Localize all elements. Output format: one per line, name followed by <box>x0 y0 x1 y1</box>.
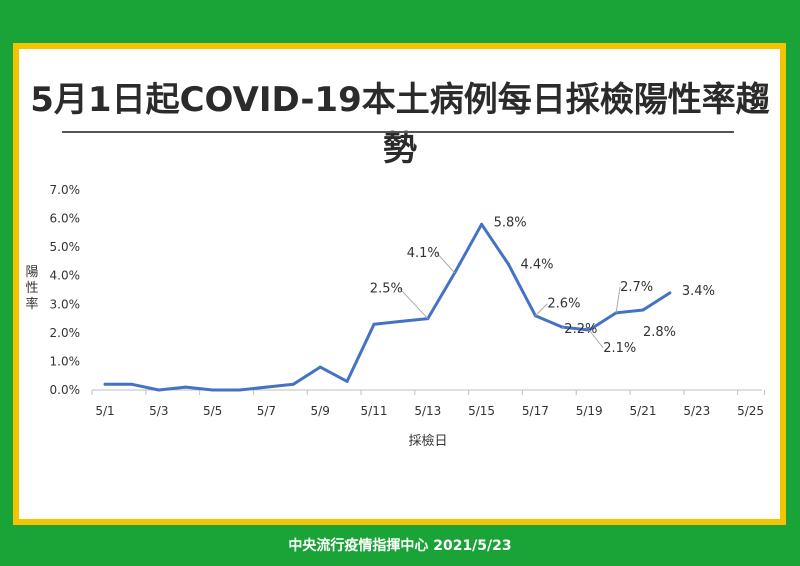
y-tick-label: 7.0% <box>50 183 81 197</box>
x-axis-label: 採檢日 <box>408 433 447 449</box>
data-label: 4.1% <box>407 246 440 261</box>
data-point <box>103 382 107 386</box>
annotation-leader <box>588 329 604 349</box>
data-point <box>641 308 645 312</box>
data-point <box>399 319 403 323</box>
annotation-leader <box>615 286 621 313</box>
x-tick-label: 5/9 <box>311 404 330 418</box>
x-tick-label: 5/23 <box>683 404 710 418</box>
y-tick-label: 4.0% <box>50 269 81 283</box>
x-tick-label: 5/5 <box>203 404 222 418</box>
data-point <box>211 388 215 392</box>
data-label: 2.2% <box>564 322 597 337</box>
x-tick-label: 5/21 <box>630 404 657 418</box>
x-tick-label: 5/15 <box>468 404 495 418</box>
y-axis-label: 陽性率 <box>25 265 38 312</box>
data-point <box>291 382 295 386</box>
data-label: 2.6% <box>547 297 580 312</box>
y-tick-label: 1.0% <box>50 354 81 368</box>
x-tick-label: 5/1 <box>95 404 114 418</box>
title-divider <box>62 131 734 133</box>
annotation-leader <box>399 288 429 319</box>
annotation-leader <box>535 303 548 317</box>
x-tick-label: 5/7 <box>257 404 276 418</box>
x-tick-label: 5/3 <box>149 404 168 418</box>
y-axis-label-char: 陽 <box>25 265 38 280</box>
chart-axes: 0.0% 1.0% 2.0% 3.0% 4.0% 5.0% 6.0% 7.0% 5/1 5/3 5/… <box>50 183 766 418</box>
chart-panel <box>19 49 780 519</box>
series-line <box>105 222 671 392</box>
y-tick-label: 6.0% <box>50 212 81 226</box>
y-tick-label: 2.0% <box>50 326 81 340</box>
data-point <box>345 379 349 383</box>
x-tick-label: 5/19 <box>576 404 603 418</box>
x-tick-label: 5/17 <box>522 404 549 418</box>
data-label: 2.8% <box>643 325 676 340</box>
data-label: 2.5% <box>370 282 403 297</box>
data-point <box>318 365 322 369</box>
data-point <box>668 291 672 295</box>
y-tick-label: 5.0% <box>50 240 81 254</box>
y-axis-label-char: 性 <box>25 281 38 296</box>
footer-text: 中央流行疫情指揮中心 2021/5/23 <box>288 538 512 554</box>
data-point <box>238 388 241 392</box>
y-tick-label: 3.0% <box>50 297 81 311</box>
annotation-leader <box>561 326 565 330</box>
data-point <box>130 382 134 386</box>
data-point <box>372 322 376 326</box>
data-label: 2.1% <box>603 341 636 356</box>
data-label: 3.4% <box>682 284 715 299</box>
data-label: 4.4% <box>521 257 554 272</box>
x-tick-label: 5/11 <box>361 404 388 418</box>
y-axis-label-char: 率 <box>25 296 38 312</box>
data-label: 2.7% <box>620 280 653 295</box>
data-point <box>507 262 510 266</box>
data-point <box>157 388 161 392</box>
data-point <box>480 222 484 226</box>
x-tick-label: 5/13 <box>414 404 441 418</box>
chart-marks: 2.5% 4.1% 5.8% 4.4% 2.6% 2.2% 2.1% 2.7% 2.8% 3.4% <box>103 215 715 392</box>
chart-title: 5月1日起COVID-19本土病例每日採檢陽性率趨勢 <box>30 80 770 169</box>
data-point <box>264 385 268 389</box>
y-tick-label: 0.0% <box>50 383 81 397</box>
x-tick-label: 5/25 <box>737 404 764 418</box>
data-point <box>184 385 188 389</box>
annotation-leader <box>436 252 456 274</box>
data-label: 5.8% <box>494 215 527 230</box>
